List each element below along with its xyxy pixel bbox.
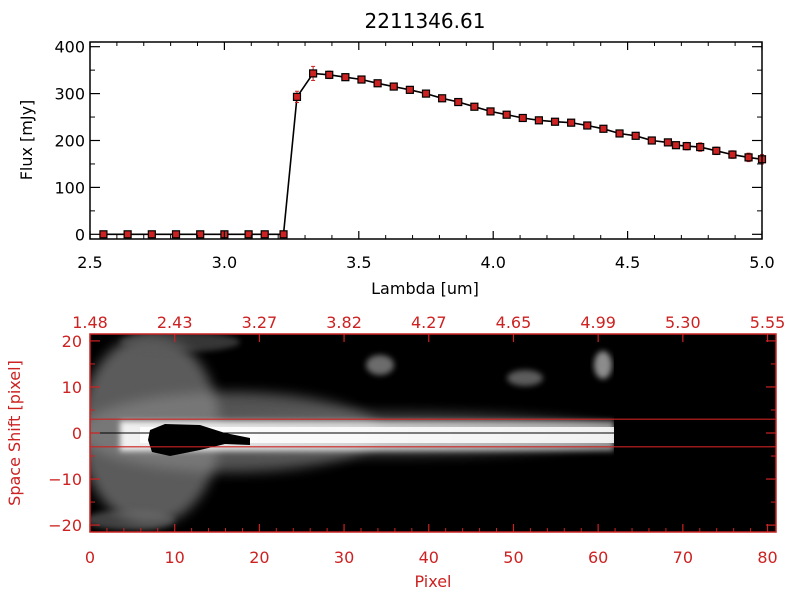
spectrum-x-axis-label: Lambda [um] [371, 279, 479, 298]
data-point [682, 142, 691, 151]
top-tick-label: 4.99 [580, 313, 616, 332]
x-tick-label: 80 [757, 548, 777, 567]
top-tick-label: 3.82 [326, 313, 362, 332]
chart-title: 2211346.61 [365, 9, 486, 33]
x-tick-label: 10 [165, 548, 185, 567]
data-point [567, 118, 576, 127]
data-point [421, 89, 431, 98]
data-point [647, 136, 656, 145]
data-point [518, 113, 527, 123]
y-tick-label: 0 [75, 225, 85, 244]
image-y-axis: −20 −10 0 10 20 [48, 332, 776, 535]
image-empty-region [614, 334, 776, 532]
data-point [325, 70, 334, 79]
data-point [279, 230, 288, 239]
noise-blob [120, 334, 240, 352]
x-tick-label: 40 [419, 548, 439, 567]
top-tick-label: 4.27 [411, 313, 447, 332]
top-tick-label: 4.65 [496, 313, 532, 332]
data-point [260, 230, 269, 239]
data-point [470, 102, 479, 111]
data-point [389, 82, 398, 91]
y-tick-label: 20 [62, 332, 82, 351]
data-point [309, 69, 318, 78]
top-tick-label: 1.48 [72, 313, 108, 332]
x-tick-label: 50 [503, 548, 523, 567]
x-tick-label: 5.0 [749, 253, 774, 272]
top-tick-label: 5.55 [750, 313, 786, 332]
top-tick-label: 2.43 [157, 313, 193, 332]
data-point [373, 79, 382, 88]
y-tick-label: 300 [54, 85, 85, 104]
x-tick-label: 20 [249, 548, 269, 567]
noise-blob [366, 355, 394, 375]
spectral-image [90, 334, 776, 532]
image-y-axis-label: Space Shift [pixel] [5, 360, 24, 506]
data-point [244, 230, 253, 239]
data-point [728, 150, 737, 159]
image-x-axis: 0 10 20 30 40 50 60 70 80 [85, 524, 778, 567]
spectrum-plot: 2211346.61 2.5 3.0 3.5 4.0 4.5 5.0 0 100 200 300… [17, 9, 775, 298]
spectrum-marks [99, 65, 767, 239]
x-tick-label: 70 [673, 548, 693, 567]
spectrum-trace-core [140, 427, 614, 443]
y-tick-label: 400 [54, 38, 85, 57]
spectrum-y-axis-label: Flux [mJy] [17, 100, 36, 181]
data-point [631, 131, 640, 140]
spectrum-plot-frame [89, 41, 763, 240]
x-tick-label: 3.0 [212, 253, 237, 272]
data-point [486, 107, 495, 116]
y-tick-label: 200 [54, 132, 85, 151]
saturated-core [148, 424, 250, 456]
aperture-lines [90, 418, 776, 448]
data-point [292, 92, 302, 101]
data-point [454, 97, 463, 107]
data-point [615, 129, 624, 138]
x-tick-label: 4.0 [480, 253, 505, 272]
spectrum-x-axis: 2.5 3.0 3.5 4.0 4.5 5.0 [77, 42, 775, 272]
spectral-image-plot: 0 10 20 30 40 50 60 70 80 1.48 2.43 3.27 3.82 4.27 4.… [5, 313, 785, 591]
top-tick-label: 5.30 [665, 313, 701, 332]
data-point [341, 73, 350, 82]
x-tick-label: 0 [85, 548, 95, 567]
y-tick-label: 100 [54, 178, 85, 197]
data-point [696, 142, 705, 152]
image-top-axis: 1.48 2.43 3.27 3.82 4.27 4.65 4.99 5.30 5.55 [72, 313, 785, 342]
x-tick-label: 30 [334, 548, 354, 567]
top-tick-label: 3.27 [242, 313, 278, 332]
data-point [599, 124, 608, 133]
data-point [147, 230, 156, 239]
series-line [103, 72, 763, 236]
data-point [357, 75, 366, 84]
data-point [671, 141, 681, 150]
data-point [196, 230, 205, 239]
data-point [123, 230, 132, 239]
data-point [171, 230, 181, 239]
y-tick-label: −20 [48, 516, 82, 535]
x-tick-label: 2.5 [77, 253, 102, 272]
data-point [502, 110, 511, 119]
data-point [550, 117, 560, 126]
image-x-axis-label: Pixel [414, 572, 451, 591]
x-tick-label: 60 [588, 548, 608, 567]
y-tick-label: 0 [72, 424, 82, 443]
noise-blob [594, 351, 612, 379]
x-tick-label: 4.5 [615, 253, 640, 272]
noise-blob [507, 370, 543, 386]
data-point [405, 85, 414, 94]
data-point [583, 121, 592, 130]
spectrum-y-axis: 0 100 200 300 400 [54, 38, 762, 244]
data-point [712, 146, 721, 155]
x-tick-label: 3.5 [346, 253, 371, 272]
data-point [663, 138, 673, 147]
data-point [744, 153, 753, 162]
data-point [534, 116, 543, 125]
noise-blob [90, 510, 175, 530]
data-point [99, 230, 108, 239]
y-tick-label: 10 [62, 378, 82, 397]
data-point [438, 94, 447, 103]
y-tick-label: −10 [48, 470, 82, 489]
